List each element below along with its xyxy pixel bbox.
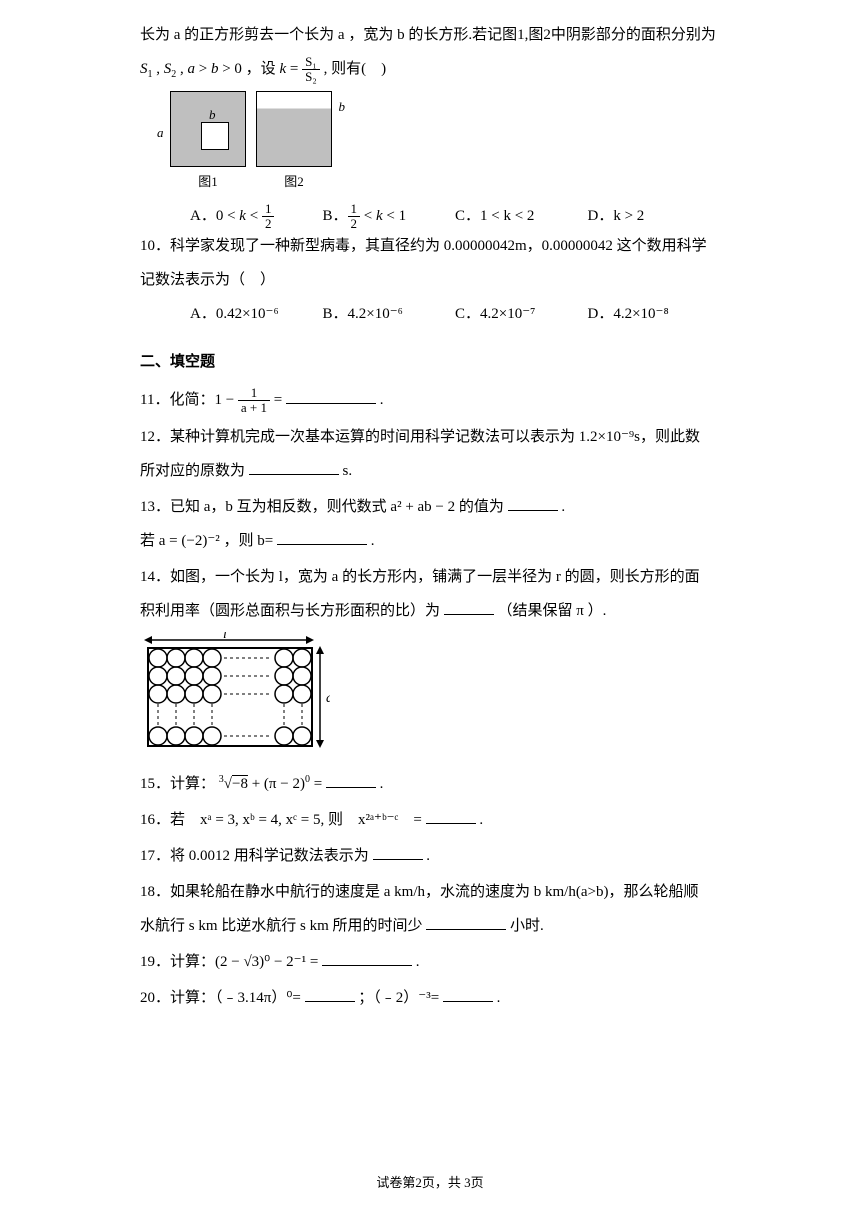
q10: 10．科学家发现了一种新型病毒，其直径约为 0.00000042m，0.0000… xyxy=(140,231,720,329)
fig1-label-b: b xyxy=(209,102,216,128)
q11-blank[interactable] xyxy=(286,389,376,404)
q11-pre: 11．化简：1 − xyxy=(140,392,238,408)
q16: 16．若 xᵃ = 3, xᵇ = 4, xᶜ = 5, 则 x²ᵃ⁺ᵇ⁻ᶜ =… xyxy=(140,805,720,835)
q16-pre: 16．若 xᵃ = 3, xᵇ = 4, xᶜ = 5, 则 x²ᵃ⁺ᵇ⁻ᶜ = xyxy=(140,812,422,828)
q10-line2: 记数法表示为（ ） xyxy=(140,265,720,295)
q15: 15．计算： 3√−8 + (π − 2)0 = . xyxy=(140,769,720,799)
q11: 11．化简：1 − 1a + 1 = . xyxy=(140,385,720,415)
q16-blank[interactable] xyxy=(426,809,476,824)
q19: 19．计算：(2 − √3)⁰ − 2⁻¹ = . xyxy=(140,947,720,977)
svg-text:a: a xyxy=(326,691,330,706)
q20-pre: 20．计算：（﹣3.14π）⁰= xyxy=(140,990,301,1006)
q14-line2-post: （结果保留 π ）. xyxy=(498,603,607,619)
q9-line2-post: , 则有( ) xyxy=(324,61,387,77)
q9-optA: A．0 < k < 12 xyxy=(190,201,323,231)
q13-blank1[interactable] xyxy=(508,496,558,511)
q10-A: A．0.42×10⁻⁶ xyxy=(190,299,323,329)
q17: 17．将 0.0012 用科学记数法表示为 . xyxy=(140,841,720,871)
q15-post: = xyxy=(314,776,326,792)
q9-line2-pre: S1 , S2 , a > b > 0 ，设 k = xyxy=(140,61,302,77)
fig1-caption: 图1 xyxy=(170,169,246,195)
q14-blank[interactable] xyxy=(444,600,494,615)
svg-text:l: l xyxy=(223,632,227,642)
q10-options: A．0.42×10⁻⁶ B．4.2×10⁻⁶ C．4.2×10⁻⁷ D．4.2×… xyxy=(190,299,720,329)
q13-line2-pre: 若 a = (−2)⁻² ，则 b= xyxy=(140,533,273,549)
q18-blank[interactable] xyxy=(426,915,506,930)
q12-line2-post: s. xyxy=(343,463,353,479)
q9-options: A．0 < k < 12 B．12 < k < 1 C．1 < k < 2 D．… xyxy=(190,201,720,231)
page-footer: 试卷第2页，共 3页 xyxy=(0,1170,860,1196)
q9-intro: 长为 a 的正方形剪去一个长为 a ，宽为 b 的长方形.若记图1,图2中阴影部… xyxy=(140,20,720,50)
q15-blank[interactable] xyxy=(326,773,376,788)
section2-title: 二、填空题 xyxy=(140,347,720,377)
q10-C: C．4.2×10⁻⁷ xyxy=(455,299,588,329)
q12-line2-pre: 所对应的原数为 xyxy=(140,463,245,479)
fig2-label-b: b xyxy=(339,94,346,120)
q13-line1-pre: 13．已知 a，b 互为相反数，则代数式 a² + ab − 2 的值为 xyxy=(140,499,504,515)
q15-expr: 3√−8 + (π − 2)0 xyxy=(219,776,310,792)
q17-blank[interactable] xyxy=(373,845,423,860)
q14: 14．如图，一个长为 l，宽为 a 的长方形内，铺满了一层半径为 r 的圆，则长… xyxy=(140,562,720,763)
q9-optD: D．k > 2 xyxy=(588,201,721,231)
q13-blank2[interactable] xyxy=(277,530,367,545)
q20-blank1[interactable] xyxy=(305,987,355,1002)
q9-optC: C．1 < k < 2 xyxy=(455,201,588,231)
q18-line2: 水航行 s km 比逆水航行 s km 所用的时间少 小时. xyxy=(140,911,720,941)
q11-post: = xyxy=(274,392,286,408)
q10-B: B．4.2×10⁻⁶ xyxy=(323,299,456,329)
q15-end: . xyxy=(380,776,384,792)
q19-pre: 19．计算：(2 − √3)⁰ − 2⁻¹ = xyxy=(140,954,322,970)
q13: 13．已知 a，b 互为相反数，则代数式 a² + ab − 2 的值为 . 若… xyxy=(140,492,720,556)
q17-end: . xyxy=(426,848,430,864)
q14-line1: 14．如图，一个长为 l，宽为 a 的长方形内，铺满了一层半径为 r 的圆，则长… xyxy=(140,562,720,592)
fig1-square: a b xyxy=(170,91,246,167)
q14-line2-pre: 积利用率（圆形总面积与长方形面积的比）为 xyxy=(140,603,440,619)
fig2-square: b xyxy=(256,91,332,167)
q13-line2: 若 a = (−2)⁻² ，则 b= . xyxy=(140,526,720,556)
q13-line1: 13．已知 a，b 互为相反数，则代数式 a² + ab − 2 的值为 . xyxy=(140,492,720,522)
q20-end: . xyxy=(497,990,501,1006)
q12-line1: 12．某种计算机完成一次基本运算的时间用科学记数法可以表示为 1.2×10⁻⁹s… xyxy=(140,422,720,452)
fig1-box: a b 图1 xyxy=(170,91,246,195)
q12: 12．某种计算机完成一次基本运算的时间用科学记数法可以表示为 1.2×10⁻⁹s… xyxy=(140,422,720,486)
q10-D: D．4.2×10⁻⁸ xyxy=(588,299,721,329)
q14-line2: 积利用率（圆形总面积与长方形面积的比）为 （结果保留 π ）. xyxy=(140,596,720,626)
q20: 20．计算：（﹣3.14π）⁰= ；（﹣2）⁻³= . xyxy=(140,983,720,1013)
q11-frac: 1a + 1 xyxy=(238,386,270,416)
q14-figure: l a xyxy=(140,632,720,763)
q9-line2: S1 , S2 , a > b > 0 ，设 k = S₁S₂ , 则有( ) xyxy=(140,54,720,85)
q20-blank2[interactable] xyxy=(443,987,493,1002)
circles-svg: l a xyxy=(140,632,330,752)
q18: 18．如果轮船在静水中航行的速度是 a km/h，水流的速度为 b km/h(a… xyxy=(140,877,720,941)
q13-line1-post: . xyxy=(561,499,565,515)
q15-pre: 15．计算： xyxy=(140,776,215,792)
fig2-caption: 图2 xyxy=(256,169,332,195)
q9-optB: B．12 < k < 1 xyxy=(323,201,456,231)
q19-blank[interactable] xyxy=(322,951,412,966)
q20-mid: ；（﹣2）⁻³= xyxy=(358,990,439,1006)
q10-line1: 10．科学家发现了一种新型病毒，其直径约为 0.00000042m，0.0000… xyxy=(140,231,720,261)
q18-line2-pre: 水航行 s km 比逆水航行 s km 所用的时间少 xyxy=(140,918,423,934)
q13-line2-post: . xyxy=(371,533,375,549)
q12-line2: 所对应的原数为 s. xyxy=(140,456,720,486)
q16-end: . xyxy=(479,812,483,828)
q9-figures: a b 图1 b 图2 xyxy=(170,91,720,195)
q11-end: . xyxy=(380,392,384,408)
q12-blank[interactable] xyxy=(249,460,339,475)
q19-end: . xyxy=(416,954,420,970)
q17-pre: 17．将 0.0012 用科学记数法表示为 xyxy=(140,848,369,864)
q18-line2-post: 小时. xyxy=(510,918,544,934)
fig2-box: b 图2 xyxy=(256,91,332,195)
fig1-label-a: a xyxy=(157,120,164,146)
q9-frac: S₁S₂ xyxy=(302,55,320,85)
q18-line1: 18．如果轮船在静水中航行的速度是 a km/h，水流的速度为 b km/h(a… xyxy=(140,877,720,907)
